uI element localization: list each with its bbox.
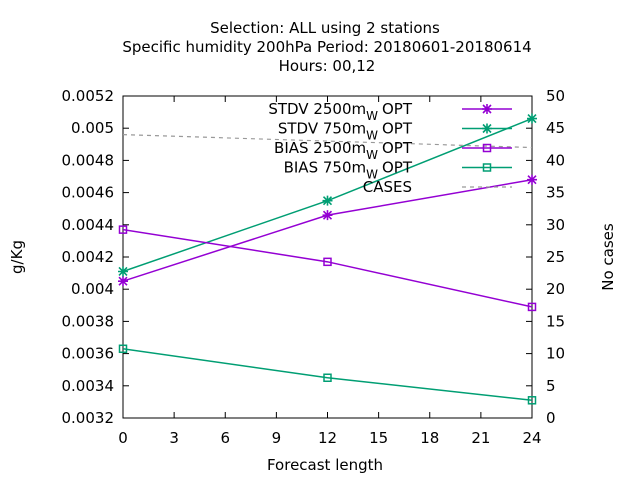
legend-entry-3: BIAS 750mW OPT xyxy=(284,159,512,182)
x-tick-label: 9 xyxy=(272,429,282,447)
legend-label-main: STDV 2500m xyxy=(268,100,366,118)
y-tick-label: 0.004 xyxy=(71,280,114,298)
legend-label-main: CASES xyxy=(363,178,412,196)
data-point xyxy=(118,344,128,354)
series-2 xyxy=(118,225,537,312)
y-tick-label: 0.0038 xyxy=(62,312,115,330)
data-point xyxy=(322,195,333,206)
series-1 xyxy=(118,113,537,277)
y-axis-label: g/Kg xyxy=(8,240,26,274)
series-0 xyxy=(118,174,537,287)
x-tick-label: 3 xyxy=(169,429,179,447)
y2-tick-label: 40 xyxy=(546,151,565,169)
data-point xyxy=(118,266,128,277)
y2-tick-label: 15 xyxy=(546,312,565,330)
legend-entry-4: CASES xyxy=(363,178,512,196)
y-tick-label: 0.0046 xyxy=(62,184,115,202)
data-point xyxy=(527,396,537,405)
data-point xyxy=(527,174,537,185)
legend-marker xyxy=(482,143,492,153)
legend-entry-1: STDV 750mW OPT xyxy=(278,120,512,143)
chart-title-line-2: Specific humidity 200hPa Period: 2018060… xyxy=(122,38,531,56)
x-tick-label: 18 xyxy=(420,429,439,447)
legend-marker xyxy=(482,123,492,134)
legend-label: STDV 750mW OPT xyxy=(278,120,413,143)
x-tick-label: 0 xyxy=(118,429,128,447)
legend-label-main: BIAS 750m xyxy=(284,159,367,177)
x-tick-label: 15 xyxy=(369,429,388,447)
y2-tick-label: 35 xyxy=(546,184,565,202)
y-tick-label: 0.0032 xyxy=(62,409,115,427)
y2-tick-label: 0 xyxy=(546,409,556,427)
legend-marker xyxy=(482,104,492,114)
legend-label-tail: OPT xyxy=(382,100,413,118)
x-axis-label: Forecast length xyxy=(267,456,383,474)
legend-label-tail: OPT xyxy=(382,159,413,177)
data-point xyxy=(118,276,128,287)
y2-tick-label: 50 xyxy=(546,87,565,105)
legend-label-subscript: W xyxy=(366,148,378,162)
y2-tick-label: 5 xyxy=(546,377,556,395)
legend-label-subscript: W xyxy=(366,109,378,123)
legend-label-main: BIAS 2500m xyxy=(274,139,366,157)
y-tick-label: 0.0044 xyxy=(62,216,115,234)
y2-tick-label: 20 xyxy=(546,280,565,298)
y2-tick-label: 25 xyxy=(546,248,565,266)
x-tick-label: 21 xyxy=(471,429,490,447)
legend-label: CASES xyxy=(363,178,412,196)
y-tick-label: 0.0036 xyxy=(62,345,115,363)
legend-entry-2: BIAS 2500mW OPT xyxy=(274,139,512,162)
legend-label-tail: OPT xyxy=(382,120,413,138)
y-tick-label: 0.0034 xyxy=(62,377,115,395)
y-tick-label: 0.005 xyxy=(71,119,114,137)
y-tick-label: 0.0052 xyxy=(62,87,115,105)
data-point xyxy=(527,113,537,124)
legend-marker xyxy=(482,163,492,172)
axis-ticks: 0 3 6 9 12 15 18 21 24 0.0032 0.0034 0.0036 0.0038 0.… xyxy=(62,87,566,447)
data-point xyxy=(527,302,537,312)
series-line xyxy=(122,348,533,402)
legend-label-subscript: W xyxy=(366,129,378,143)
legend-label: BIAS 750mW OPT xyxy=(284,159,413,182)
legend-entry-0: STDV 2500mW OPT xyxy=(268,100,512,123)
data-point xyxy=(118,225,128,234)
x-tick-label: 6 xyxy=(220,429,230,447)
y2-axis-label: No cases xyxy=(599,223,617,291)
data-point xyxy=(323,257,332,267)
y2-tick-label: 45 xyxy=(546,119,565,137)
series-line xyxy=(122,228,533,308)
legend-label-tail: OPT xyxy=(382,139,413,157)
chart-title-line-3: Hours: 00,12 xyxy=(279,57,376,75)
data-point xyxy=(322,210,333,221)
y-tick-label: 0.0042 xyxy=(62,248,115,266)
y-tick-label: 0.0048 xyxy=(62,151,115,169)
series-layer xyxy=(118,113,537,405)
y2-tick-label: 10 xyxy=(546,345,565,363)
legend-label: STDV 2500mW OPT xyxy=(268,100,413,123)
x-tick-label: 24 xyxy=(522,429,541,447)
x-tick-label: 12 xyxy=(318,429,337,447)
legend-label-main: STDV 750m xyxy=(278,120,366,138)
data-point xyxy=(323,373,332,382)
chart-title-line-1: Selection: ALL using 2 stations xyxy=(210,19,440,37)
y2-tick-label: 30 xyxy=(546,216,565,234)
chart-title: Selection: ALL using 2 stations Specific… xyxy=(122,19,531,75)
legend-label-subscript: W xyxy=(366,168,378,182)
series-3 xyxy=(118,344,537,405)
legend-label: BIAS 2500mW OPT xyxy=(274,139,413,162)
